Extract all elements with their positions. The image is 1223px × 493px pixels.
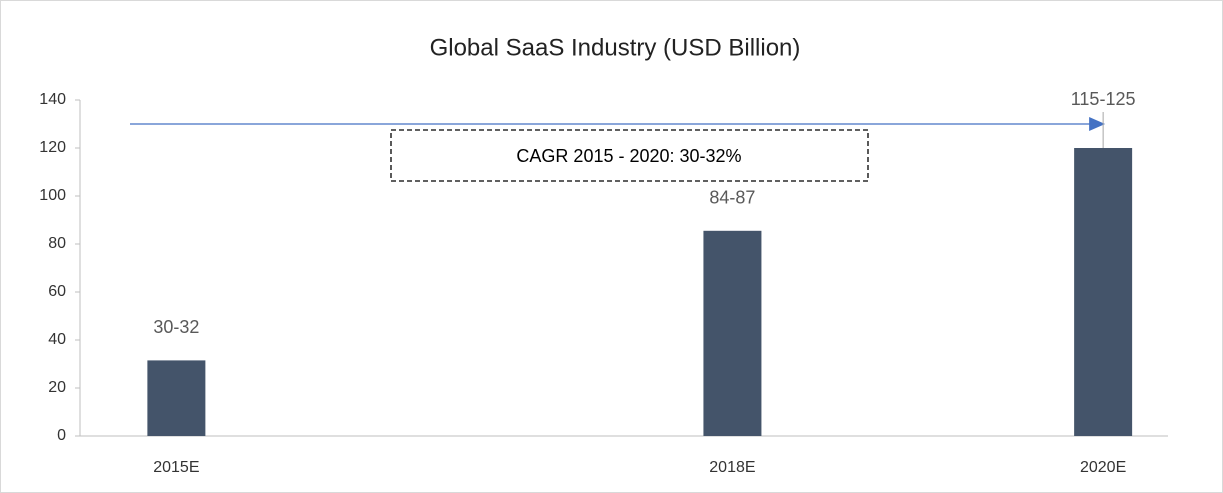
y-tick-label: 120	[39, 139, 66, 156]
value-label: 84-87	[709, 188, 755, 208]
x-tick-label: 2020E	[1080, 459, 1126, 476]
y-tick-label: 80	[48, 235, 66, 252]
value-label: 30-32	[153, 317, 199, 337]
chart-title: Global SaaS Industry (USD Billion)	[430, 34, 801, 61]
y-tick-label: 140	[39, 91, 66, 108]
y-tick-label: 40	[48, 331, 66, 348]
bar	[1074, 148, 1133, 436]
x-tick-label: 2018E	[709, 459, 755, 476]
cagr-box	[390, 129, 869, 182]
bar	[147, 360, 206, 436]
x-tick-label: 2015E	[153, 459, 199, 476]
y-tick-label: 20	[48, 379, 66, 396]
y-tick-label: 60	[48, 283, 66, 300]
cagr-label: CAGR 2015 - 2020: 30-32%	[516, 146, 741, 166]
bar	[703, 230, 762, 436]
value-label: 115-125	[1071, 89, 1136, 109]
y-tick-label: 100	[39, 187, 66, 204]
y-tick-label: 0	[57, 427, 66, 444]
cagr-arrowhead	[1089, 117, 1106, 131]
